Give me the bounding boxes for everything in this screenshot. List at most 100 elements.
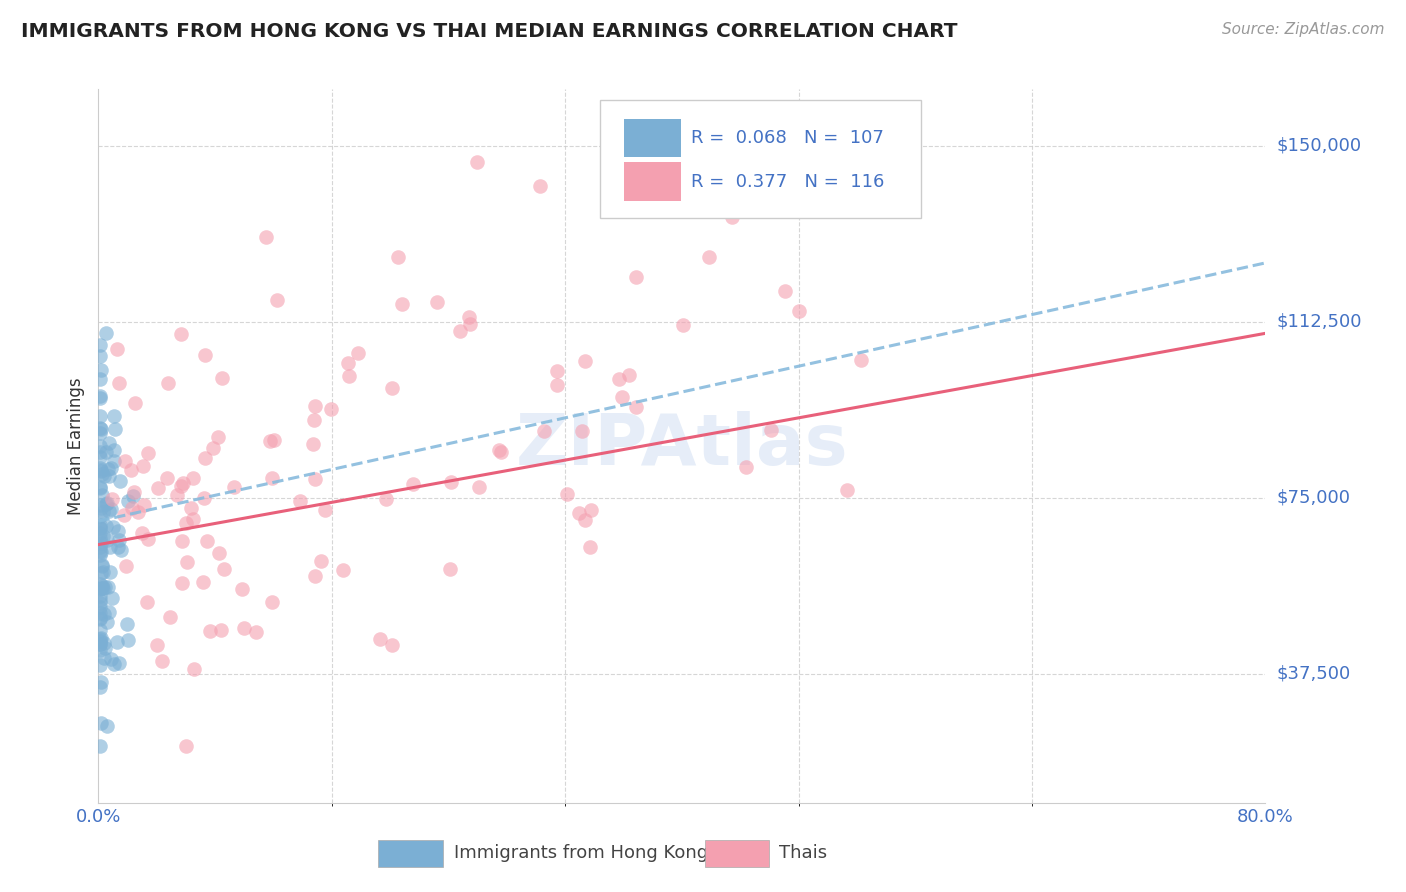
Point xyxy=(254,229,277,244)
Point xyxy=(375,492,398,507)
FancyBboxPatch shape xyxy=(624,162,681,201)
Text: ZIPAtlas: ZIPAtlas xyxy=(516,411,848,481)
Point xyxy=(319,402,342,417)
Point xyxy=(207,430,229,444)
Point xyxy=(89,675,111,690)
Point xyxy=(624,400,647,414)
Point xyxy=(103,657,125,672)
Point xyxy=(103,409,125,424)
Point xyxy=(89,389,111,403)
Point xyxy=(101,492,124,507)
Point xyxy=(89,612,111,626)
Point xyxy=(89,444,111,458)
Point xyxy=(112,508,135,523)
Point xyxy=(260,595,283,609)
Point xyxy=(176,555,198,569)
Point xyxy=(97,605,120,619)
Point xyxy=(91,504,114,518)
Point xyxy=(263,433,285,447)
Point xyxy=(90,631,112,645)
Text: Thais: Thais xyxy=(779,845,827,863)
Point xyxy=(89,623,111,637)
Point xyxy=(90,363,112,377)
Point xyxy=(439,562,461,576)
Point xyxy=(89,518,111,533)
Point xyxy=(89,481,111,495)
Point xyxy=(183,662,205,676)
Point xyxy=(191,574,214,589)
Point xyxy=(89,596,111,610)
Text: $37,500: $37,500 xyxy=(1277,665,1351,682)
Point xyxy=(89,643,111,657)
Point xyxy=(170,478,193,492)
Point xyxy=(211,371,233,385)
Point xyxy=(97,503,120,517)
Point xyxy=(309,554,332,568)
Point xyxy=(117,493,139,508)
Point xyxy=(93,651,115,665)
Point xyxy=(96,496,118,510)
Point xyxy=(108,376,131,390)
Point xyxy=(89,680,111,694)
Point xyxy=(606,166,628,180)
Point xyxy=(98,468,121,483)
Point xyxy=(89,425,111,440)
Point xyxy=(89,409,111,423)
Point xyxy=(170,576,193,591)
Y-axis label: Median Earnings: Median Earnings xyxy=(67,377,86,515)
Point xyxy=(89,541,111,555)
Point xyxy=(194,451,217,466)
Point xyxy=(89,610,111,624)
Point xyxy=(89,439,111,453)
Point xyxy=(89,450,111,465)
Bar xyxy=(706,840,769,867)
Point xyxy=(288,494,311,508)
Point xyxy=(368,632,391,646)
Point xyxy=(337,356,360,370)
Point xyxy=(101,520,124,534)
Point xyxy=(89,577,111,591)
Point xyxy=(337,368,360,383)
Point xyxy=(89,637,111,651)
Point xyxy=(672,318,695,333)
Point xyxy=(90,501,112,516)
Point xyxy=(94,640,117,655)
Point xyxy=(134,498,156,512)
Point xyxy=(89,549,111,563)
Point xyxy=(89,461,111,475)
Text: $75,000: $75,000 xyxy=(1277,489,1351,507)
Point xyxy=(90,558,112,573)
Point xyxy=(89,632,111,646)
Point xyxy=(391,297,413,311)
Point xyxy=(91,581,114,595)
Point xyxy=(89,633,111,648)
Point xyxy=(98,435,121,450)
Point xyxy=(115,617,138,632)
FancyBboxPatch shape xyxy=(624,119,681,157)
Point xyxy=(89,498,111,512)
Point xyxy=(707,167,730,181)
Point xyxy=(124,396,146,410)
Point xyxy=(114,454,136,468)
Point xyxy=(332,563,354,577)
Point xyxy=(97,462,120,476)
Text: $112,500: $112,500 xyxy=(1277,312,1362,331)
Point xyxy=(115,558,138,573)
Text: R =  0.377   N =  116: R = 0.377 N = 116 xyxy=(692,172,884,191)
Point xyxy=(759,423,782,437)
Point xyxy=(94,496,117,510)
Point xyxy=(314,503,336,517)
Point xyxy=(89,589,111,603)
Point xyxy=(156,471,179,485)
Point xyxy=(402,477,425,491)
Point xyxy=(136,595,159,609)
Point xyxy=(682,139,704,153)
Point xyxy=(96,719,118,733)
Point xyxy=(571,425,593,439)
Point xyxy=(440,475,463,489)
Point xyxy=(131,525,153,540)
Point xyxy=(181,512,204,526)
Point xyxy=(107,540,129,554)
Point xyxy=(578,540,600,554)
Point xyxy=(458,310,481,325)
